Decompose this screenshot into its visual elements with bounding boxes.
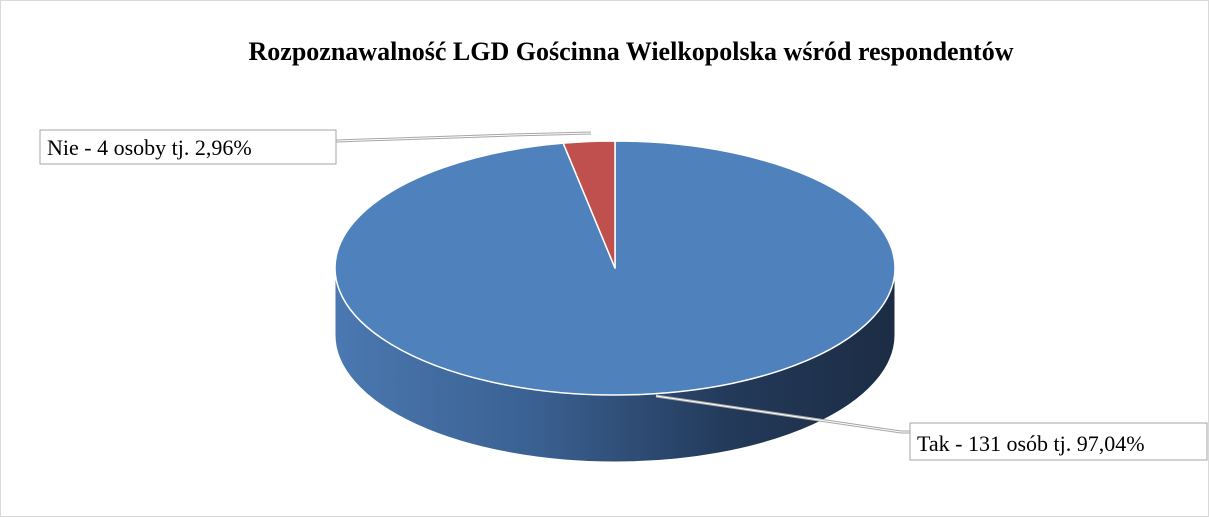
data-label-nie-box xyxy=(39,129,337,165)
data-label-nie: Nie - 4 osoby tj. 2,96% xyxy=(39,129,592,165)
label-layer: Nie - 4 osoby tj. 2,96% Tak - 131 osób tj… xyxy=(39,129,1208,461)
data-label-tak-leader-line-inner xyxy=(655,395,910,433)
data-label-tak-text: Tak - 131 osób tj. 97,04% xyxy=(917,431,1145,456)
data-label-tak-box xyxy=(909,422,1208,461)
data-label-tak: Tak - 131 osób tj. 97,04% xyxy=(655,394,1208,461)
pie-slice-nie xyxy=(562,140,616,269)
pie-layer xyxy=(334,140,896,463)
data-label-nie-leader-line-inner xyxy=(335,132,592,142)
chart-title: Rozpoznawalność LGD Gościnna Wielkopolsk… xyxy=(248,37,1014,66)
data-label-nie-text: Nie - 4 osoby tj. 2,96% xyxy=(47,135,252,160)
